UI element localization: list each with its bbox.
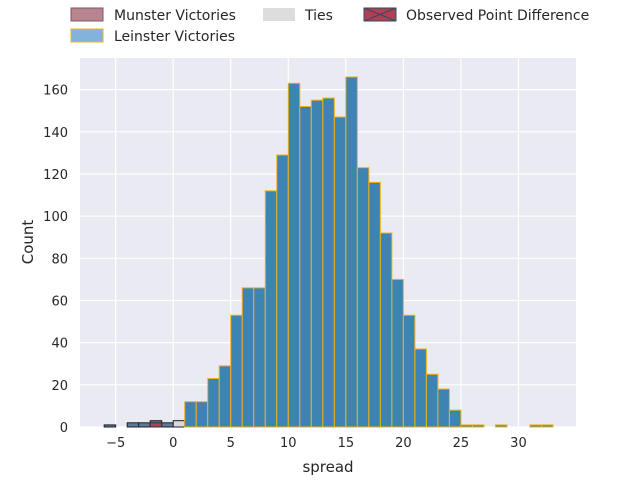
leinster-bar [448, 409, 462, 428]
tick-labels: −5 0 5 10 15 20 25 30 0 20 40 60 80 100 120 140 160 [43, 84, 527, 451]
leinster-bar [356, 167, 370, 428]
leinster-bar [460, 424, 473, 428]
x-tick-label: 5 [227, 436, 235, 451]
leinster-bar [414, 348, 427, 428]
histogram-bars [103, 76, 554, 428]
legend-swatch-leinster [70, 28, 104, 43]
leinster-bar [333, 116, 347, 428]
leinster-bar [322, 97, 335, 428]
y-tick-label: 100 [43, 210, 68, 225]
leinster-bar [529, 424, 542, 428]
legend-swatch-observed-cross-2 [363, 7, 397, 22]
leinster-bar [195, 401, 209, 428]
x-tick-label: 20 [395, 436, 412, 451]
observed-bar [149, 422, 163, 428]
leinster-bar [287, 82, 301, 428]
leinster-bar [425, 373, 439, 428]
leinster-bar [494, 424, 508, 428]
y-tick-label: 160 [43, 84, 68, 99]
y-tick-label: 40 [51, 337, 68, 352]
legend-label-leinster: Leinster Victories [114, 29, 235, 45]
leinster-bar [471, 424, 485, 428]
x-axis-title: spread [302, 458, 353, 476]
x-tick-label: 25 [453, 436, 470, 451]
leinster-bar [218, 365, 232, 428]
leinster-bar [540, 424, 554, 428]
leinster-bar [402, 314, 416, 428]
munster-bar [103, 424, 117, 428]
legend-swatch-ties [263, 8, 295, 21]
leinster-bar [299, 105, 312, 428]
y-axis-title: Count [19, 220, 37, 265]
leinster-bar [310, 99, 324, 428]
x-tick-label: 0 [169, 436, 177, 451]
y-tick-label: 80 [51, 252, 68, 267]
leinster-bar [207, 378, 220, 428]
x-tick-label: −5 [106, 436, 125, 451]
legend-swatch-munster [70, 7, 104, 22]
legend-item-leinster: Leinster Victories [70, 28, 235, 45]
x-tick-label: 15 [338, 436, 355, 451]
leinster-bar [276, 154, 289, 428]
y-tick-label: 140 [43, 126, 68, 141]
leinster-bar [264, 190, 278, 428]
y-tick-label: 20 [51, 379, 68, 394]
leinster-bar [368, 181, 381, 428]
munster-bar [138, 422, 151, 428]
munster-bar [161, 422, 174, 428]
leinster-bar [184, 401, 197, 428]
leinster-bar [379, 232, 393, 428]
leinster-bar [253, 287, 266, 428]
legend-label-observed: Observed Point Difference [406, 8, 589, 24]
legend-item-munster: Munster Victories [70, 7, 236, 24]
leinster-bar [241, 287, 255, 428]
legend-item-observed: Observed Point Difference [363, 7, 589, 24]
legend-label-munster: Munster Victories [114, 8, 236, 24]
y-tick-label: 120 [43, 168, 68, 183]
leinster-bar [345, 76, 358, 428]
leinster-bar [391, 278, 404, 428]
ties-bar [172, 420, 186, 428]
leinster-bar [437, 388, 450, 428]
legend-label-ties: Ties [304, 8, 333, 24]
munster-bar [126, 422, 140, 428]
x-tick-label: 10 [280, 436, 297, 451]
x-tick-label: 30 [510, 436, 527, 451]
legend-item-ties: Ties [263, 8, 333, 24]
legend: Munster Victories Leinster Victories Tie… [70, 7, 589, 45]
y-tick-label: 60 [51, 294, 68, 309]
y-tick-label: 0 [60, 421, 68, 436]
leinster-bar [230, 314, 243, 428]
